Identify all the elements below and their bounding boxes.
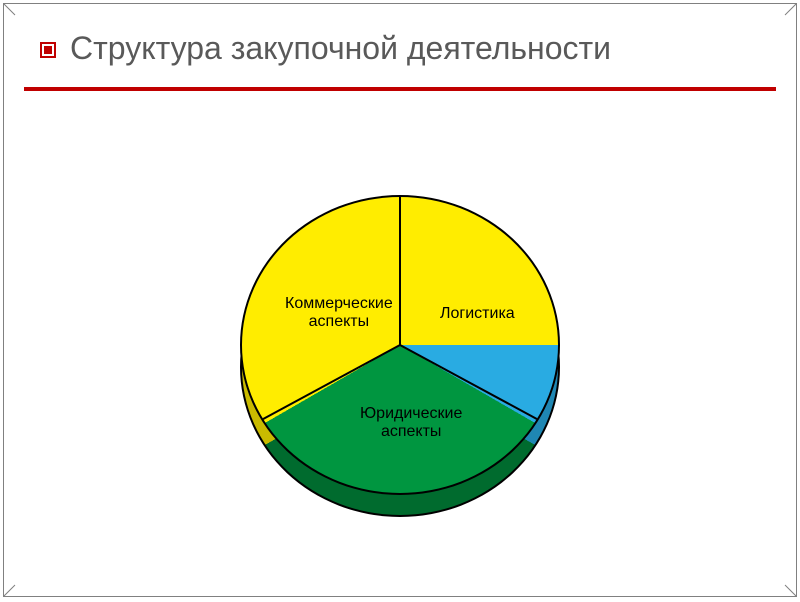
title-area: Структура закупочной деятельности xyxy=(0,0,800,79)
accent-underline xyxy=(24,87,776,91)
title-bullet-icon xyxy=(40,42,56,58)
slice-label-2: Коммерческие аспекты xyxy=(285,295,393,332)
slice-label-1: Юридические аспекты xyxy=(360,405,462,442)
slide-title: Структура закупочной деятельности xyxy=(70,30,611,67)
pie-dividers xyxy=(240,195,560,495)
pie-chart: Логистика Юридические аспекты Коммерческ… xyxy=(240,195,560,515)
slice-label-0: Логистика xyxy=(440,305,515,323)
